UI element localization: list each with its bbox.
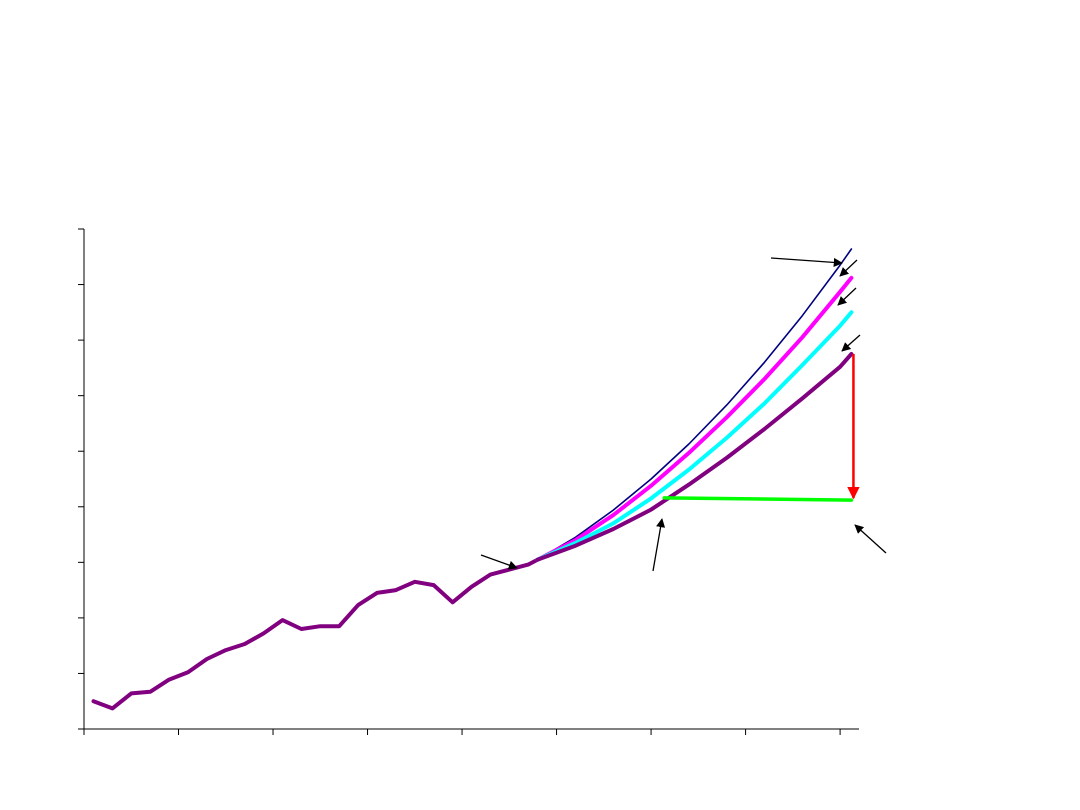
- callout-arrow-green-start: [652, 518, 666, 572]
- chart-series: [91, 248, 854, 711]
- callout-arrow-branch-point: [480, 554, 518, 570]
- callout-arrow-top-series-tip: [839, 259, 858, 277]
- callout-arrow-magenta-series: [837, 287, 857, 306]
- series-line-5: [662, 496, 854, 502]
- callout-arrows: [480, 257, 887, 572]
- series-line-1: [536, 248, 853, 561]
- chart-axes: [78, 228, 859, 735]
- series-line-0: [91, 557, 540, 711]
- callout-arrow-top-series: [770, 257, 843, 267]
- callout-arrow-cyan-series: [841, 334, 861, 352]
- series-line-2: [535, 275, 854, 562]
- callout-arrow-green-end: [854, 524, 887, 554]
- series-line-3: [535, 310, 854, 562]
- series-line-4: [535, 352, 854, 562]
